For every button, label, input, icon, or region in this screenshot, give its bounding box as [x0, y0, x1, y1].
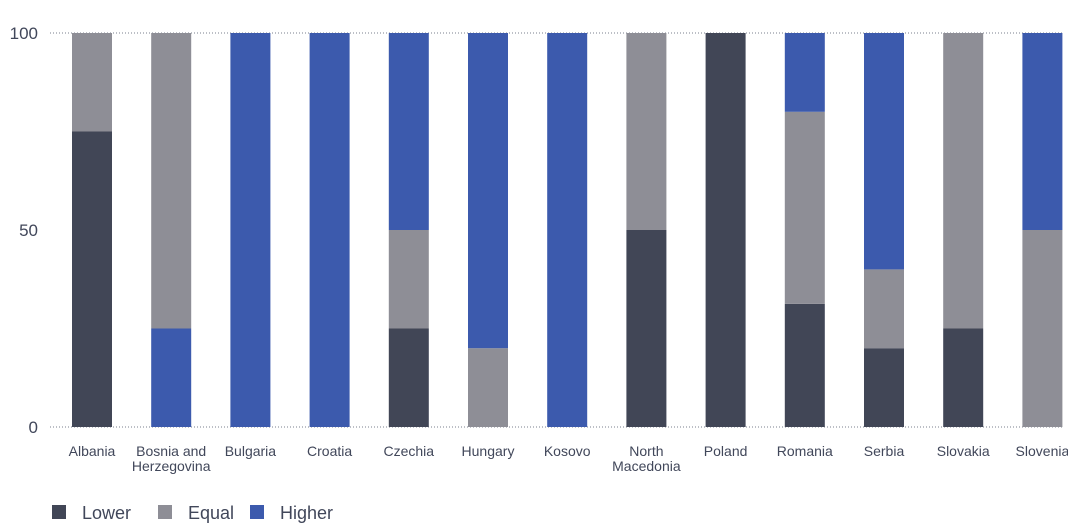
- bar-group-bosnia-and-herzegovina: [151, 33, 192, 427]
- bar-group-slovenia: [1022, 33, 1063, 427]
- x-tick-label-slovakia: Slovakia: [937, 443, 990, 459]
- legend-swatch-higher: [250, 505, 264, 519]
- bar-segment-bulgaria-higher: [230, 33, 271, 427]
- bar-segment-serbia-equal: [864, 269, 904, 349]
- legend-item-higher: Higher: [250, 503, 333, 523]
- bar-segment-czechia-equal: [388, 230, 429, 329]
- x-tick-label-serbia: Serbia: [864, 443, 905, 459]
- bar-segment-bosnia-and-herzegovina-higher: [151, 328, 192, 427]
- bar-group-poland: [705, 33, 746, 427]
- x-tick-label-line: Slovenia: [1016, 443, 1068, 459]
- x-tick-label-poland: Poland: [704, 443, 748, 459]
- bar-segment-hungary-higher: [468, 33, 508, 349]
- x-tick-label-albania: Albania: [69, 443, 116, 459]
- x-tick-label-kosovo: Kosovo: [544, 443, 591, 459]
- bar-group-croatia: [309, 33, 350, 427]
- x-tick-label-line: Herzegovina: [132, 458, 211, 474]
- bar-group-hungary: [468, 33, 508, 427]
- y-tick-label-100: 100: [10, 24, 38, 43]
- legend: Lower Equal Higher: [52, 503, 333, 523]
- x-tick-label-line: Serbia: [864, 443, 905, 459]
- bar-segment-kosovo-higher: [547, 33, 588, 427]
- x-tick-label-north-macedonia: North Macedonia: [612, 443, 681, 474]
- x-axis-labels: Albania Bosnia and Herzegovina Bulgaria Croa…: [69, 443, 1068, 474]
- bar-segment-serbia-higher: [864, 33, 904, 270]
- bar-segment-hungary-equal: [468, 348, 508, 427]
- legend-swatch-lower: [52, 505, 66, 519]
- x-tick-label-line: Hungary: [462, 443, 515, 459]
- legend-label-lower: Lower: [82, 503, 131, 523]
- x-tick-label-line: Romania: [777, 443, 833, 459]
- x-tick-label-hungary: Hungary: [462, 443, 515, 459]
- x-tick-label-line: Poland: [704, 443, 748, 459]
- bar-group-north-macedonia: [626, 33, 667, 427]
- bar-segment-romania-equal: [784, 111, 825, 304]
- bar-area: [72, 33, 1063, 427]
- x-tick-label-line: Slovakia: [937, 443, 990, 459]
- bar-segment-croatia-higher: [309, 33, 350, 427]
- bar-segment-bosnia-and-herzegovina-equal: [151, 33, 192, 329]
- bar-group-slovakia: [943, 33, 984, 427]
- bar-segment-north-macedonia-equal: [626, 33, 667, 230]
- bar-segment-romania-lower: [784, 303, 825, 427]
- bar-segment-albania-lower: [72, 131, 112, 427]
- bar-segment-slovenia-higher: [1022, 33, 1063, 230]
- y-tick-label-50: 50: [19, 221, 38, 240]
- legend-label-equal: Equal: [188, 503, 234, 523]
- bar-segment-czechia-lower: [388, 328, 429, 427]
- bar-segment-slovakia-equal: [943, 33, 984, 329]
- bar-group-kosovo: [547, 33, 588, 427]
- bar-segment-slovakia-lower: [943, 328, 984, 427]
- legend-label-higher: Higher: [280, 503, 333, 523]
- bar-group-albania: [72, 33, 112, 427]
- bar-group-bulgaria: [230, 33, 271, 427]
- x-tick-label-slovenia: Slovenia: [1016, 443, 1068, 459]
- x-tick-label-bosnia-and-herzegovina: Bosnia and Herzegovina: [132, 443, 211, 474]
- bar-segment-czechia-higher: [388, 33, 429, 230]
- legend-item-lower: Lower: [52, 503, 131, 523]
- y-tick-label-0: 0: [29, 418, 38, 437]
- bar-segment-slovenia-equal: [1022, 230, 1063, 427]
- x-tick-label-line: Macedonia: [612, 458, 681, 474]
- x-tick-label-romania: Romania: [777, 443, 833, 459]
- x-tick-label-croatia: Croatia: [307, 443, 352, 459]
- bar-group-romania: [784, 33, 825, 427]
- x-tick-label-bulgaria: Bulgaria: [225, 443, 277, 459]
- bar-segment-serbia-lower: [864, 348, 904, 427]
- x-tick-label-line: Czechia: [384, 443, 435, 459]
- x-tick-label-line: Kosovo: [544, 443, 591, 459]
- bar-segment-north-macedonia-lower: [626, 230, 667, 427]
- bar-group-serbia: [864, 33, 904, 427]
- bar-segment-albania-equal: [72, 33, 112, 132]
- bar-segment-poland-lower: [705, 33, 746, 427]
- bar-group-czechia: [388, 33, 429, 427]
- x-tick-label-line: Bosnia and: [136, 443, 206, 459]
- x-tick-label-line: North: [629, 443, 663, 459]
- legend-swatch-equal: [158, 505, 172, 519]
- bar-segment-romania-higher: [784, 33, 825, 112]
- legend-item-equal: Equal: [158, 503, 234, 523]
- x-tick-label-line: Croatia: [307, 443, 352, 459]
- x-tick-label-line: Albania: [69, 443, 116, 459]
- x-tick-label-line: Bulgaria: [225, 443, 277, 459]
- x-tick-label-czechia: Czechia: [384, 443, 435, 459]
